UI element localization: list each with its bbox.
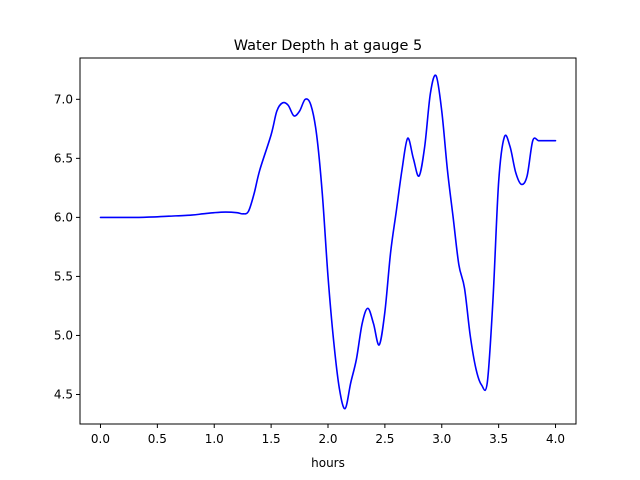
- x-tick-label: 0.5: [148, 432, 167, 446]
- y-tick-label: 5.0: [54, 328, 73, 342]
- y-tick-label: 7.0: [54, 92, 73, 106]
- y-tick-label: 6.0: [54, 210, 73, 224]
- plot-frame: [79, 57, 577, 425]
- x-tick-label: 1.0: [205, 432, 224, 446]
- x-tick-label: 3.5: [489, 432, 508, 446]
- x-tick-label: 0.0: [91, 432, 110, 446]
- plot-area: [99, 74, 557, 410]
- y-tick-label: 4.5: [54, 387, 73, 401]
- series-line-0: [99, 74, 557, 410]
- x-tick-label: 2.5: [375, 432, 394, 446]
- x-axis-label: hours: [311, 456, 345, 470]
- x-tick-label: 4.0: [546, 432, 565, 446]
- y-tick-label: 6.5: [54, 151, 73, 165]
- y-tick-label: 5.5: [54, 269, 73, 283]
- x-tick-label: 3.0: [432, 432, 451, 446]
- x-tick-label: 1.5: [262, 432, 281, 446]
- x-tick-label: 2.0: [318, 432, 337, 446]
- chart-title: Water Depth h at gauge 5: [234, 38, 422, 54]
